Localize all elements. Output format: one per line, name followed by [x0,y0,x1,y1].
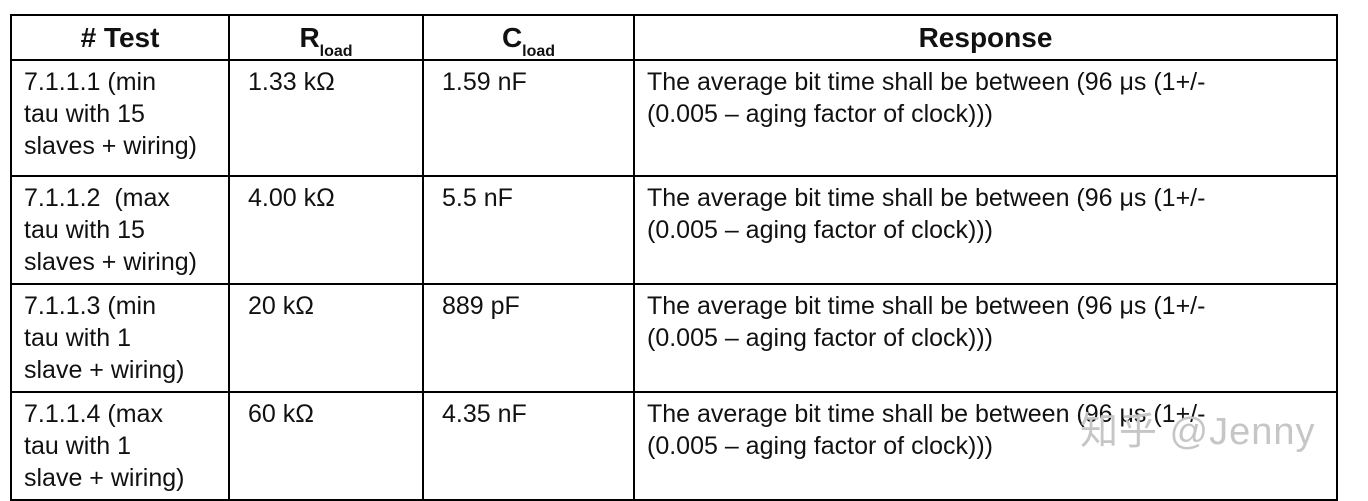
cload-value: 889 pF [442,292,520,320]
header-rload-subscript: load [319,42,353,60]
table-row: 7.1.1.2 (max tau with 15 slaves + wiring… [10,175,1338,285]
test-desc-line: slaves + wiring) [24,132,197,160]
test-desc-line: tau with 15 [24,216,145,244]
header-cload-subscript: load [522,42,556,60]
cload-value: 1.59 nF [442,68,527,96]
cload-value: 4.35 nF [442,400,527,428]
rload-cell: 20 kΩ [228,283,424,393]
response-line: (0.005 – aging factor of clock))) [647,324,993,352]
response-cell: The average bit time shall be between (9… [633,283,1338,393]
test-desc-line: tau with 15 [24,100,145,128]
test-id-line: 7.1.1.1 (min [24,68,157,96]
test-id-line: 7.1.1.4 (max [24,400,163,428]
response-line: The average bit time shall be between (9… [647,292,1206,320]
response-line: The average bit time shall be between (9… [647,400,1206,428]
test-desc-line: tau with 1 [24,432,132,460]
response-cell: The average bit time shall be between (9… [633,175,1338,285]
response-cell: The average bit time shall be between (9… [633,391,1338,501]
response-line: The average bit time shall be between (9… [647,68,1206,96]
test-id-line: 7.1.1.2 (max [24,184,170,212]
cload-value: 5.5 nF [442,184,513,212]
rload-value: 4.00 kΩ [248,184,335,212]
rload-value: 20 kΩ [248,292,314,320]
test-cell: 7.1.1.3 (min tau with 1 slave + wiring) [10,283,230,393]
test-cell: 7.1.1.1 (min tau with 15 slaves + wiring… [10,59,230,177]
header-rload: Rload [228,14,424,61]
table-row: 7.1.1.4 (max tau with 1 slave + wiring) … [10,391,1338,501]
response-line: (0.005 – aging factor of clock))) [647,432,993,460]
header-row: # Test Rload Cload Response [10,14,1338,61]
rload-cell: 1.33 kΩ [228,59,424,177]
watermark: 知乎 @Jenny [1080,411,1316,453]
cload-cell: 1.59 nF [422,59,635,177]
rload-value: 1.33 kΩ [248,68,335,96]
test-desc-line: tau with 1 [24,324,132,352]
cload-cell: 889 pF [422,283,635,393]
header-test: # Test [10,14,230,61]
response-cell: The average bit time shall be between (9… [633,59,1338,177]
test-id-line: 7.1.1.3 (min [24,292,157,320]
header-response-label: Response [918,21,1053,53]
test-desc-line: slave + wiring) [24,356,185,384]
rload-value: 60 kΩ [248,400,314,428]
header-test-label: # Test [80,21,160,53]
rload-cell: 4.00 kΩ [228,175,424,285]
response-line: (0.005 – aging factor of clock))) [647,100,993,128]
rload-cell: 60 kΩ [228,391,424,501]
response-line: (0.005 – aging factor of clock))) [647,216,993,244]
table-row: 7.1.1.1 (min tau with 15 slaves + wiring… [10,59,1338,177]
load-conditions-table: # Test Rload Cload Response 7.1.1.1 (min… [10,14,1338,501]
test-cell: 7.1.1.4 (max tau with 1 slave + wiring) [10,391,230,501]
header-response: Response [633,14,1338,61]
response-line: The average bit time shall be between (9… [647,184,1206,212]
header-rload-symbol: R [299,21,320,53]
test-desc-line: slaves + wiring) [24,248,197,276]
cload-cell: 4.35 nF [422,391,635,501]
test-cell: 7.1.1.2 (max tau with 15 slaves + wiring… [10,175,230,285]
header-cload: Cload [422,14,635,61]
cload-cell: 5.5 nF [422,175,635,285]
test-desc-line: slave + wiring) [24,464,185,492]
header-cload-symbol: C [501,21,523,53]
table-row: 7.1.1.3 (min tau with 1 slave + wiring) … [10,283,1338,393]
